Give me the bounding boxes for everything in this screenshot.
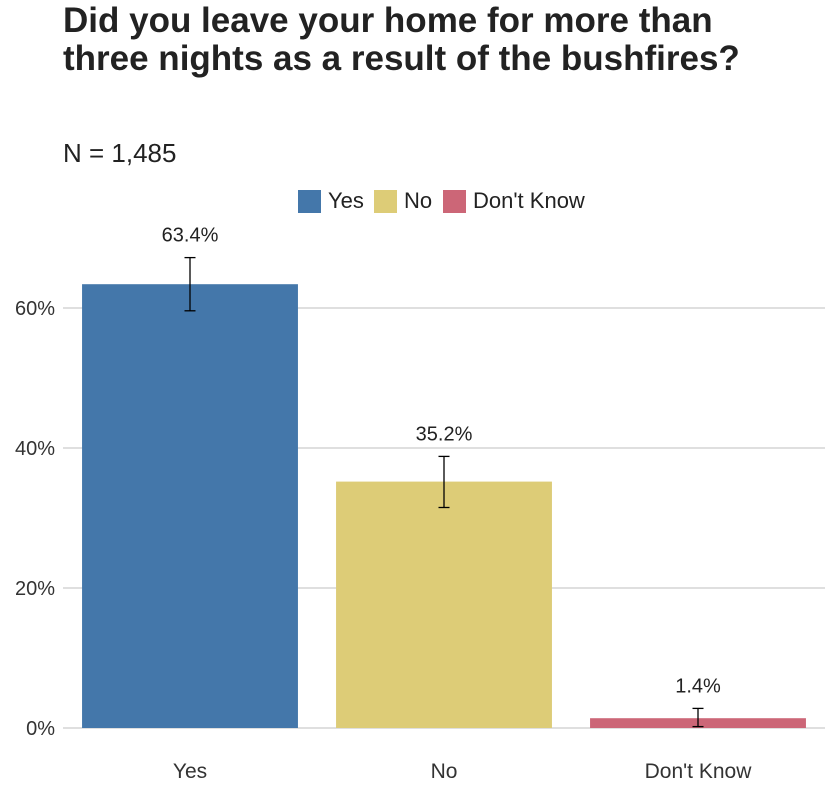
x-tick-label: No — [431, 760, 458, 783]
legend-item-dont-know: Don't Know — [443, 187, 585, 215]
y-tick-label: 0% — [26, 718, 55, 740]
chart-title: Did you leave your home for more than th… — [63, 1, 740, 78]
y-tick-label: 20% — [15, 578, 55, 600]
x-tick-label: Don't Know — [645, 760, 753, 783]
x-tick-label: Yes — [173, 760, 207, 783]
legend-item-no: No — [374, 187, 432, 215]
legend-swatch-yes — [298, 189, 321, 213]
legend-label-yes: Yes — [328, 188, 364, 213]
y-tick-label: 40% — [15, 438, 55, 460]
y-tick-label: 60% — [15, 298, 55, 320]
data-label: 35.2% — [416, 423, 473, 445]
legend-label-dont-know: Don't Know — [473, 188, 585, 213]
legend: Yes No Don't Know — [0, 187, 830, 215]
legend-label-no: No — [404, 188, 433, 213]
chart-subtitle: N = 1,485 — [63, 138, 177, 168]
data-label: 63.4% — [162, 225, 219, 247]
bar — [336, 481, 552, 728]
data-label: 1.4% — [675, 675, 721, 697]
legend-swatch-no — [374, 189, 397, 213]
legend-item-yes: Yes — [298, 187, 364, 215]
bar — [82, 284, 298, 728]
legend-swatch-dont-know — [443, 189, 466, 213]
